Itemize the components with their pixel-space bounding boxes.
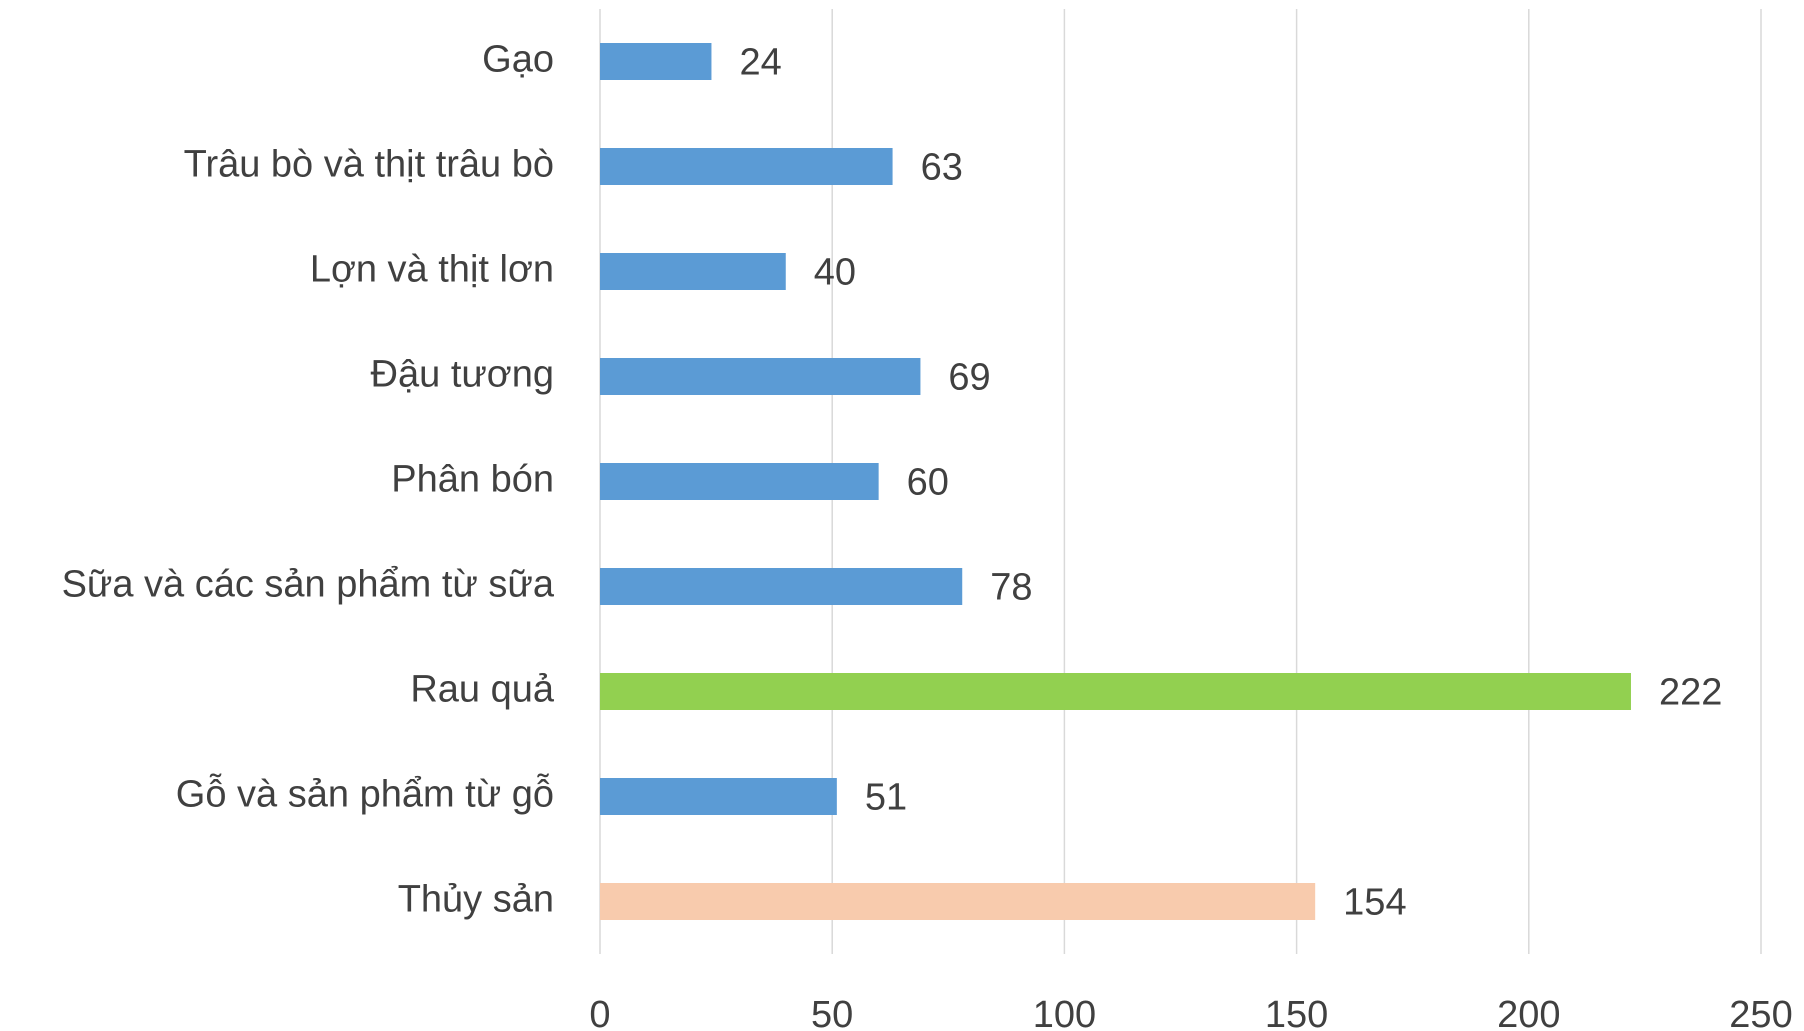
data-label: 24 (739, 42, 781, 84)
bar (600, 883, 1316, 920)
bar (600, 148, 893, 185)
y-tick-label: Đậu tương (371, 354, 554, 396)
x-tick-label: 50 (811, 994, 853, 1031)
bar (600, 43, 712, 80)
x-tick-label: 100 (1033, 994, 1096, 1031)
data-label: 78 (990, 567, 1032, 609)
bar (600, 358, 921, 395)
y-tick-label: Phân bón (391, 459, 554, 501)
y-tick-label: Gạo (482, 39, 554, 81)
y-tick-label: Lợn và thịt lơn (310, 249, 554, 291)
data-label: 60 (907, 462, 949, 504)
y-tick-label: Sữa và các sản phẩm từ sữa (62, 564, 555, 606)
y-tick-label: Thủy sản (398, 879, 554, 921)
bar (600, 463, 879, 500)
y-tick-label: Rau quả (410, 669, 555, 711)
x-tick-label: 250 (1729, 994, 1792, 1031)
y-tick-label: Trâu bò và thịt trâu bò (184, 144, 554, 186)
x-tick-label: 150 (1265, 994, 1328, 1031)
data-label: 40 (814, 252, 856, 294)
data-label: 51 (865, 777, 907, 819)
x-tick-label: 200 (1497, 994, 1560, 1031)
x-tick-label: 0 (589, 994, 610, 1031)
bar (600, 253, 786, 290)
data-label: 154 (1343, 882, 1406, 924)
y-tick-label: Gỗ và sản phẩm từ gỗ (176, 773, 554, 816)
bar (600, 568, 963, 605)
bar (600, 673, 1631, 710)
data-label: 222 (1659, 672, 1722, 714)
data-label: 63 (921, 147, 963, 189)
data-label: 69 (948, 357, 990, 399)
bar (600, 778, 837, 815)
